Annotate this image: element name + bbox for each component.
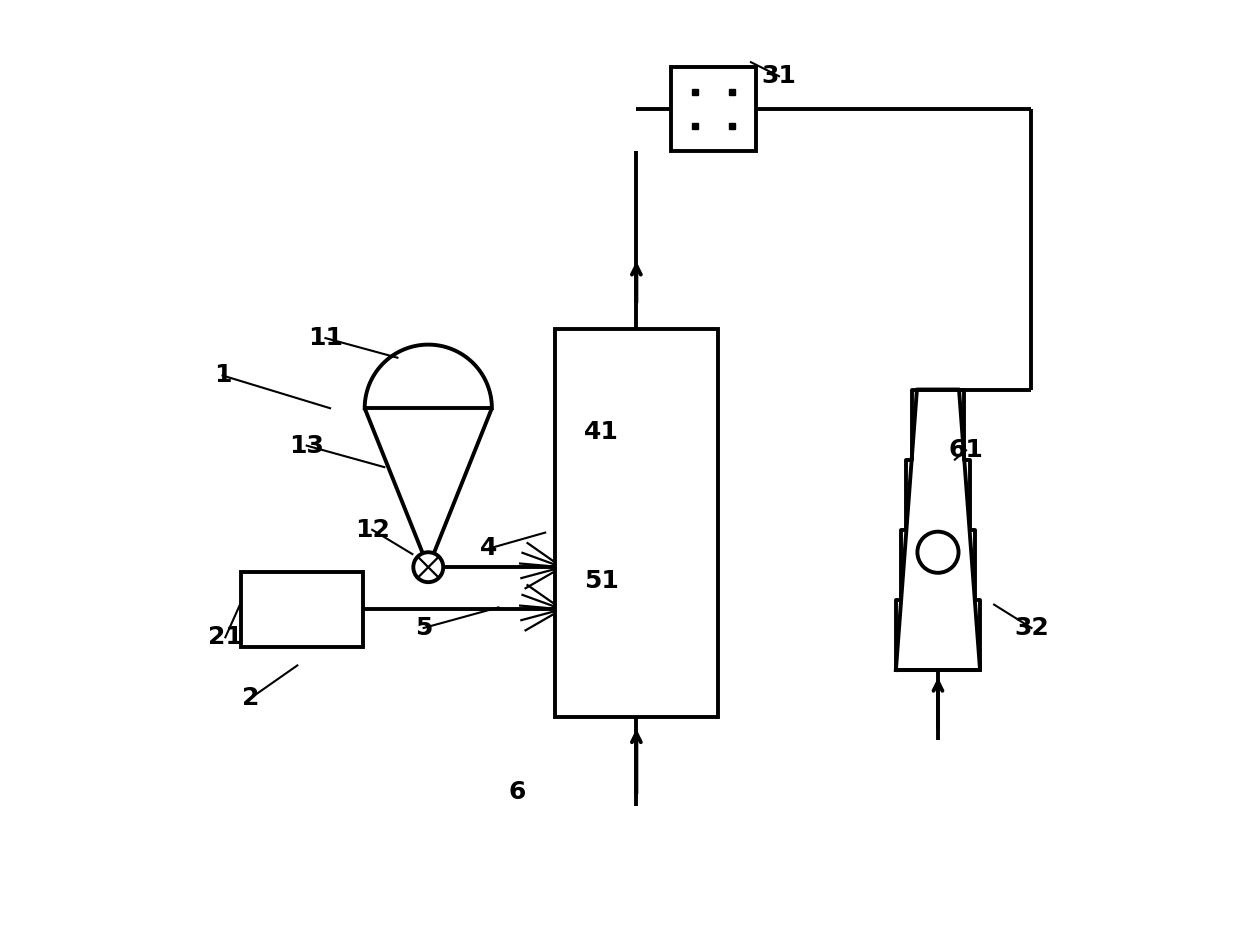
Text: 6: 6 — [508, 779, 526, 804]
Bar — [554, 328, 718, 717]
Text: 11: 11 — [308, 326, 343, 350]
Bar — [242, 572, 363, 646]
Text: 31: 31 — [761, 64, 796, 88]
Circle shape — [413, 552, 443, 582]
Bar — [671, 67, 755, 151]
Circle shape — [918, 532, 959, 573]
Text: 21: 21 — [208, 626, 243, 649]
Text: 32: 32 — [1014, 616, 1049, 640]
Text: 4: 4 — [480, 537, 497, 561]
Text: 2: 2 — [242, 686, 259, 710]
Text: 51: 51 — [584, 569, 619, 593]
Text: 5: 5 — [415, 616, 433, 640]
Text: 1: 1 — [213, 364, 232, 387]
Text: 61: 61 — [949, 438, 983, 462]
Text: 13: 13 — [289, 433, 324, 458]
Text: 12: 12 — [355, 518, 389, 542]
Text: 41: 41 — [584, 419, 619, 444]
